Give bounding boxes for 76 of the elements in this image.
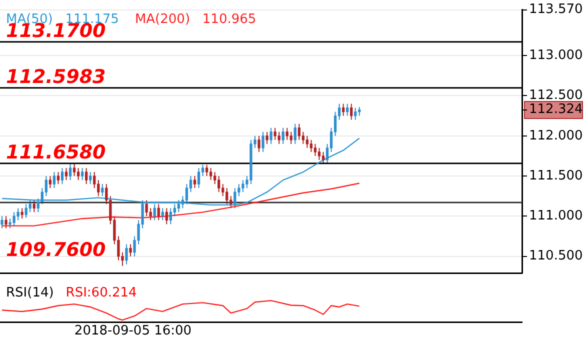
candlestick: [314, 143, 317, 156]
y-tick-label: 112.500: [529, 88, 583, 104]
candlestick: [149, 208, 152, 221]
chart-title: RSI(14): [6, 285, 54, 300]
candlestick: [145, 200, 148, 217]
candlestick: [165, 208, 168, 225]
candlestick: [262, 131, 264, 152]
candlestick: [294, 123, 296, 144]
ref-line-label: 112.5983: [6, 66, 106, 88]
candlestick: [274, 127, 276, 140]
candlestick: [298, 123, 300, 140]
candlestick: [266, 131, 268, 144]
text: 2018-09-05 16:00: [74, 323, 192, 338]
candlestick: [258, 135, 260, 152]
annotation: 109.7600: [6, 239, 106, 262]
candlestick: [302, 131, 304, 144]
candlestick: [278, 131, 280, 144]
y-tick-label: 112.000: [529, 128, 583, 144]
candlestick: [85, 168, 88, 185]
candlestick: [218, 176, 220, 193]
candlestick: [157, 204, 160, 221]
candlestick: [32, 200, 36, 213]
candlestick: [64, 168, 68, 181]
candlestick: [342, 103, 345, 116]
candlestick: [197, 168, 200, 189]
candlestick: [20, 208, 24, 220]
y-tick-label: 110.500: [529, 248, 583, 264]
y-tick-label: 111.500: [529, 168, 583, 184]
candlestick: [161, 208, 164, 221]
text: MA(200) 110.965: [134, 12, 256, 28]
candlestick: [16, 208, 20, 221]
candlestick: [286, 127, 288, 140]
y-tick-label: 113.570: [529, 2, 583, 18]
candlestick: [56, 172, 60, 185]
candlestick: [346, 103, 349, 116]
candlestick: [230, 196, 232, 209]
candlestick: [60, 168, 64, 185]
candlestick: [4, 216, 8, 229]
candlestick: [125, 244, 128, 265]
candlestick: [169, 208, 172, 225]
candlestick: [97, 180, 100, 197]
candlestick: [226, 188, 228, 205]
candlestick: [318, 147, 321, 160]
candlestick: [242, 180, 244, 193]
y-tick-label: 113.000: [529, 48, 583, 63]
candlestick: [282, 127, 284, 144]
candlestick: [209, 168, 212, 181]
candlestick: [48, 176, 52, 189]
candlestick: [290, 131, 292, 144]
candlestick: [0, 216, 4, 229]
candlestick: [322, 151, 325, 164]
candlestick: [306, 135, 309, 148]
text: RSI:60.214: [66, 285, 137, 300]
y-tick-label: 112.324: [529, 102, 583, 118]
candlestick: [76, 168, 80, 181]
candlestick: [205, 164, 208, 177]
candlestick: [93, 172, 96, 189]
candlestick: [350, 103, 353, 120]
candlestick: [8, 218, 12, 229]
candlestick: [354, 107, 357, 120]
candlestick: [222, 184, 224, 197]
candlestick: [89, 172, 92, 185]
candlestick: [270, 127, 272, 144]
candlestick: [213, 172, 216, 185]
y-tick-label: 111.000: [529, 208, 583, 224]
candlestick: [193, 176, 196, 189]
candlestick: [80, 168, 84, 181]
candlestick: [129, 244, 132, 257]
candlestick: [310, 139, 313, 152]
candlestick: [12, 212, 16, 226]
candlestick: [72, 163, 76, 177]
candlestick: [101, 184, 104, 197]
ref-line-label: 111.6580: [6, 141, 106, 164]
candlestick: [52, 172, 56, 189]
candlestick: [24, 204, 28, 218]
candlestick: [68, 162, 72, 181]
